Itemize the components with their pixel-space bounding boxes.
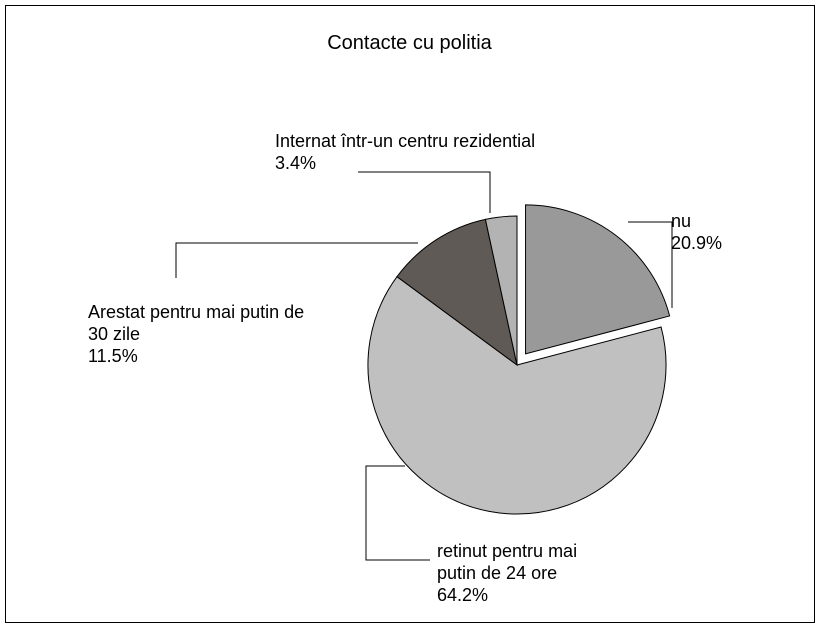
value-label: 64.2% <box>437 585 489 605</box>
leader-line <box>628 221 673 308</box>
pie-slice <box>367 275 667 515</box>
category-label: Internat într-un centru rezidential <box>275 131 536 151</box>
chart-title: Contacte cu politia <box>327 32 492 54</box>
category-label: retinut pentru mai putin de 24 ore <box>437 541 578 583</box>
pie-slice <box>396 218 518 367</box>
leader-line <box>358 171 491 213</box>
slice-label: Internat într-un centru rezidential 3.4% <box>275 130 535 174</box>
slice-label: Arestat pentru mai putin de 30 zile 11.5… <box>88 301 320 367</box>
leader-line <box>175 242 418 278</box>
value-label: 20.9% <box>671 233 723 253</box>
value-label: 11.5% <box>88 346 138 366</box>
pie-slice <box>484 215 518 366</box>
leader-lines <box>175 171 673 561</box>
slice-label: nu 20.9% <box>671 210 722 254</box>
category-label: Arestat pentru mai putin de 30 zile <box>88 302 305 344</box>
value-label: 3.4% <box>275 153 317 173</box>
pie-slice <box>525 204 671 355</box>
frame <box>5 5 815 623</box>
category-label: nu <box>671 211 692 231</box>
pie <box>367 204 671 515</box>
slice-label: retinut pentru mai putin de 24 ore 64.2% <box>437 540 617 606</box>
leader-line <box>365 465 430 561</box>
